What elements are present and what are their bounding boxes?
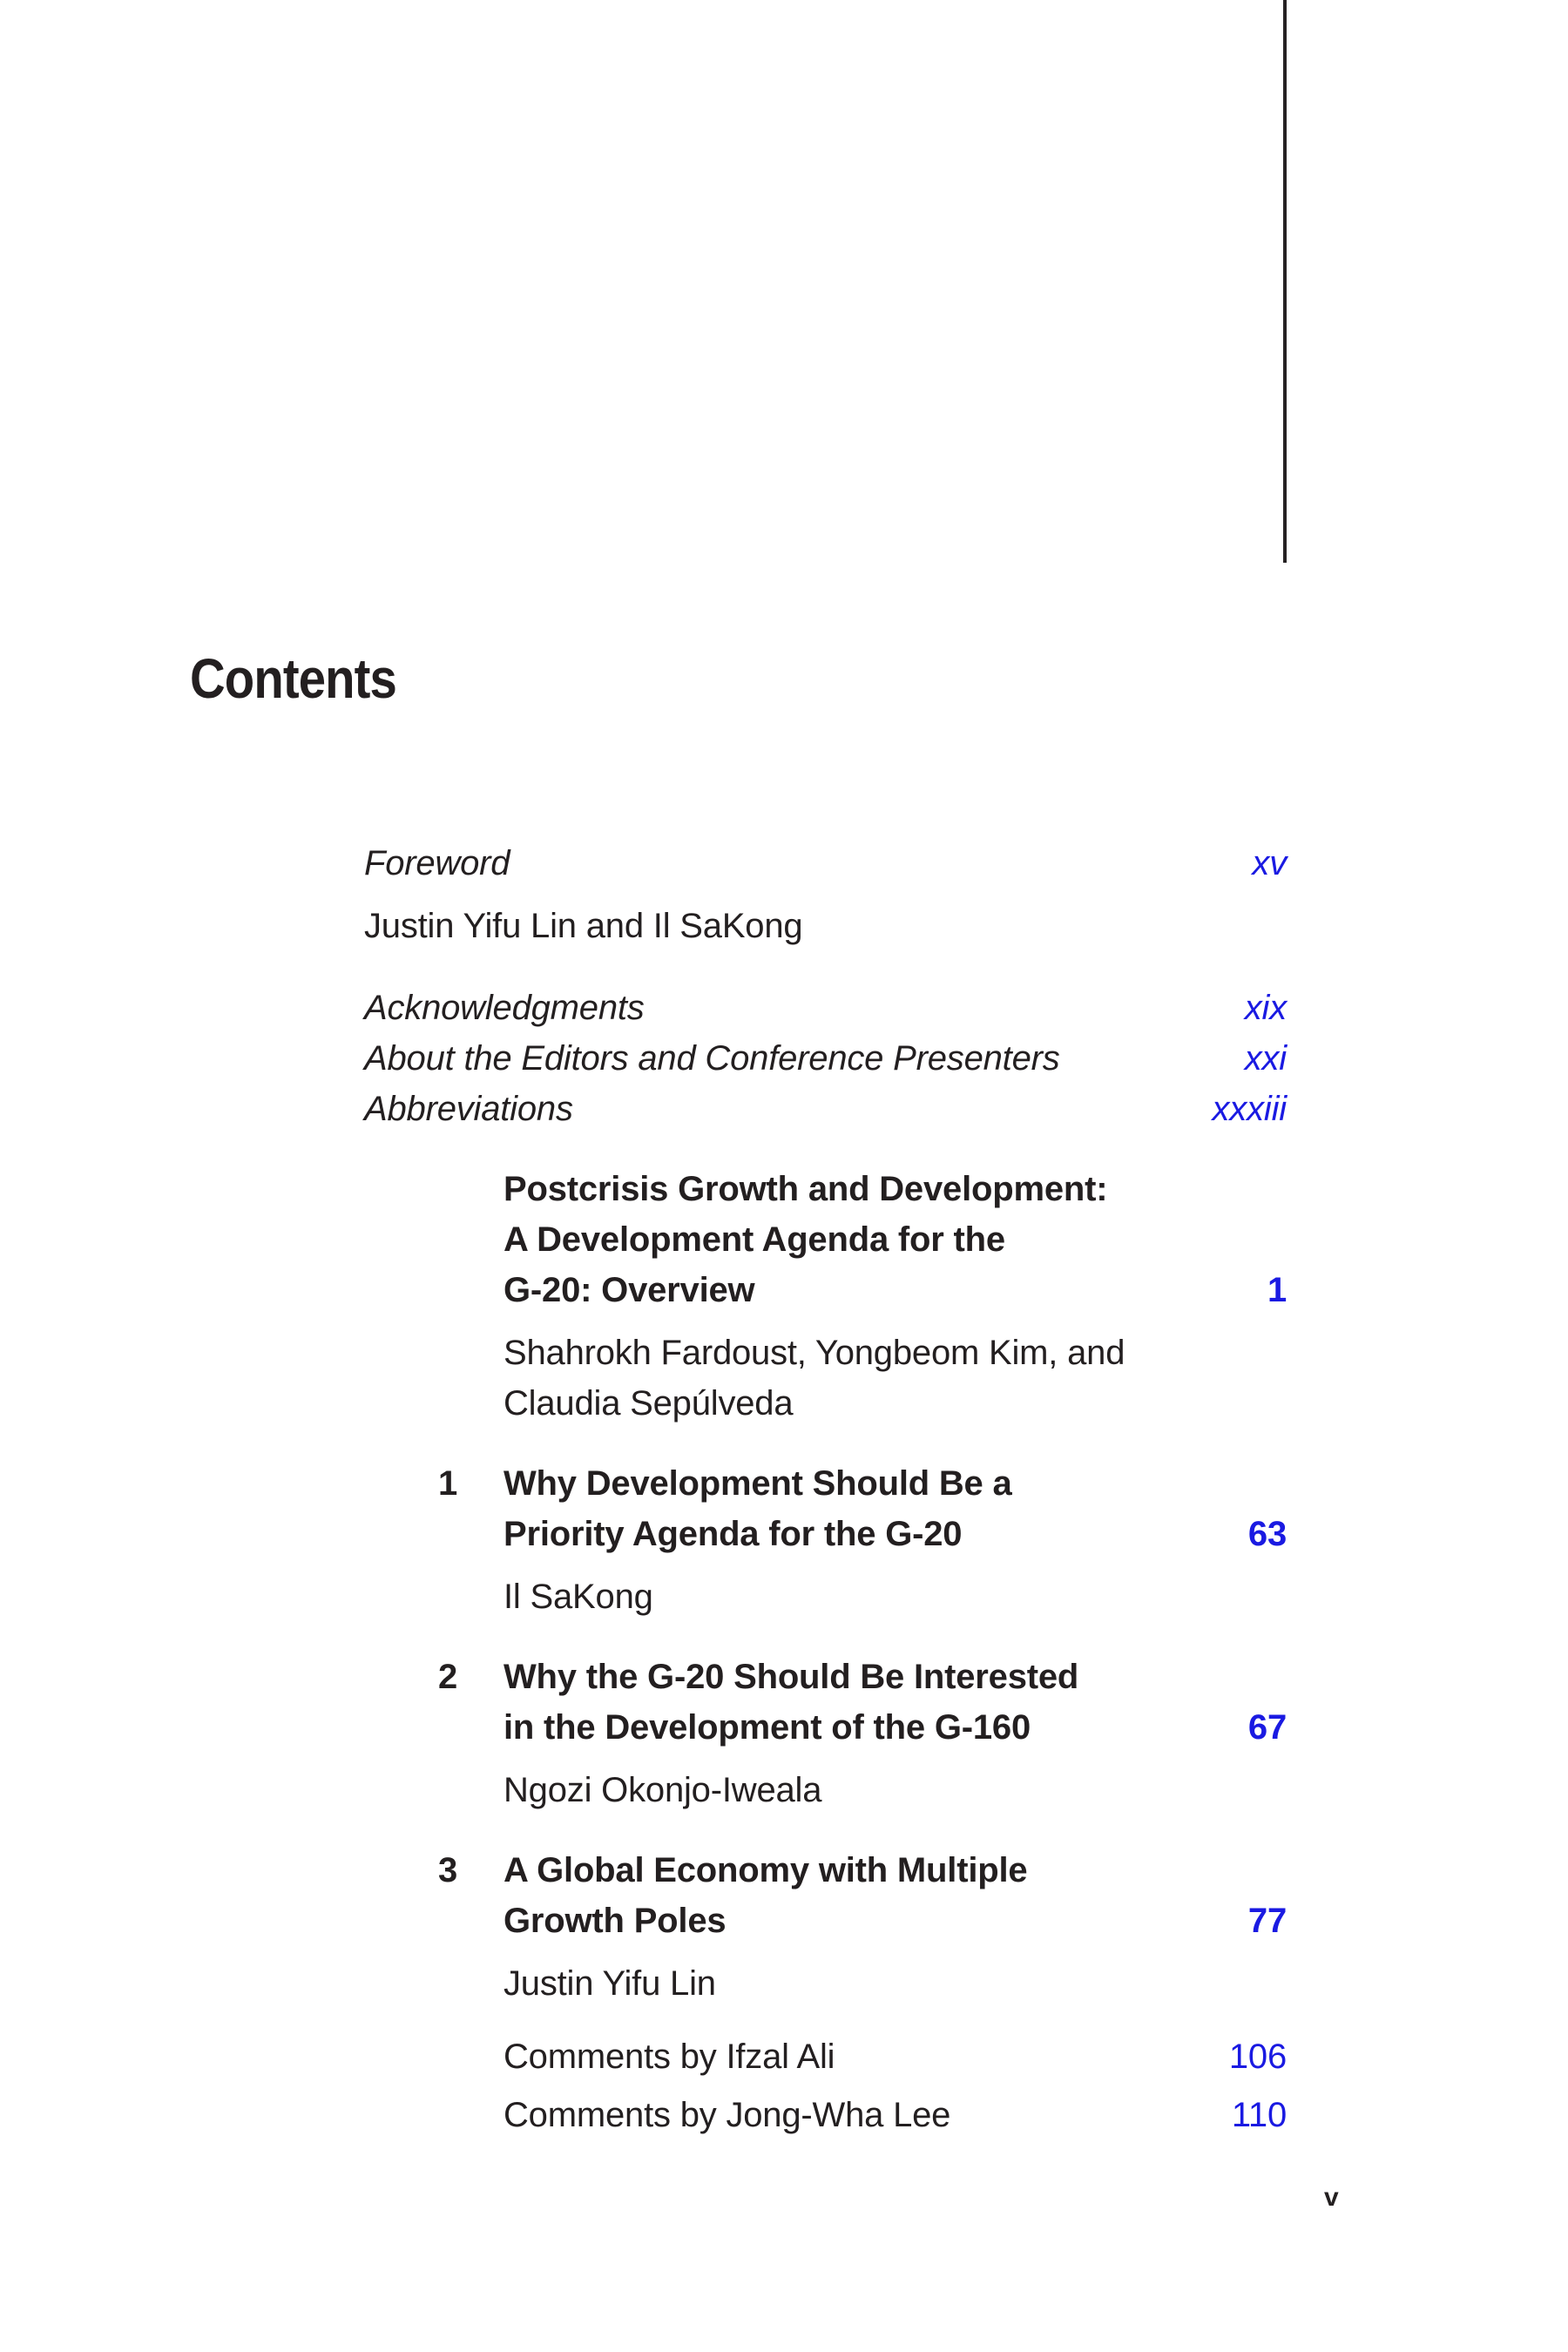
page-folio: v [1324, 2183, 1339, 2212]
toc-entry-chapter-3: 3 A Global Economy with Multiple Growth … [364, 1845, 1287, 1946]
toc-entry-comment-1: Comments by Ifzal Ali 106 [504, 2031, 1287, 2082]
page-title: Contents [190, 647, 397, 710]
title-line: Why the G-20 Should Be Interested [504, 1658, 1079, 1696]
page-number: 63 [1247, 1515, 1287, 1553]
toc-entry-abbreviations: Abbreviations xxxiii [364, 1084, 1287, 1134]
toc-entry-acknowledgments: Acknowledgments xix [364, 983, 1287, 1033]
page-number: 77 [1247, 1902, 1287, 1940]
page-number: xxi [1244, 1039, 1287, 1078]
author-line: Claudia Sepúlveda [504, 1384, 794, 1423]
page-number: 110 [1231, 2096, 1287, 2134]
toc-entry-overview: Postcrisis Growth and Development: A Dev… [364, 1164, 1287, 1315]
front-matter-group: Acknowledgments xix About the Editors an… [364, 983, 1287, 1134]
toc-entry-title: Comments by Ifzal Ali [504, 2038, 835, 2076]
page-number: xix [1244, 989, 1287, 1027]
toc-entry-title: Why the G-20 Should Be Interested in the… [504, 1652, 1248, 1753]
page-number: 1 [1267, 1271, 1287, 1309]
toc-entry-authors: Justin Yifu Lin and Il SaKong [364, 907, 803, 945]
title-line: A Development Agenda for the [504, 1220, 1005, 1259]
toc-entry-chapter-2: 2 Why the G-20 Should Be Interested in t… [364, 1652, 1287, 1753]
table-of-contents: Foreword xv Justin Yifu Lin and Il SaKon… [364, 838, 1287, 2140]
title-line: Priority Agenda for the G-20 [504, 1515, 963, 1553]
toc-entry-title: Why Development Should Be a Priority Age… [504, 1458, 1248, 1559]
title-line: G-20: Overview [504, 1271, 755, 1309]
chapter-number: 3 [438, 1851, 458, 1889]
page-number: xv [1252, 844, 1287, 882]
title-line: Why Development Should Be a [504, 1464, 1012, 1503]
page-number: xxxiii [1212, 1090, 1288, 1128]
page-number: 67 [1247, 1708, 1287, 1747]
title-line: Postcrisis Growth and Development: [504, 1170, 1108, 1208]
toc-entry-comment-2: Comments by Jong-Wha Lee 110 [504, 2090, 1287, 2140]
toc-entry-title: Abbreviations [364, 1090, 573, 1128]
toc-entry-title: Postcrisis Growth and Development: A Dev… [504, 1164, 1267, 1315]
toc-entry-author: Ngozi Okonjo-Iweala [504, 1771, 822, 1809]
toc-entry-foreword: Foreword xv [364, 838, 1287, 889]
toc-entry-title: Comments by Jong-Wha Lee [504, 2096, 951, 2134]
chapter-number: 2 [438, 1658, 458, 1696]
toc-entry-authors: Shahrokh Fardoust, Yongbeom Kim, and Cla… [504, 1328, 1287, 1429]
toc-entry-about-editors: About the Editors and Conference Present… [364, 1033, 1287, 1084]
toc-entry-title: A Global Economy with Multiple Growth Po… [504, 1845, 1248, 1946]
title-line: in the Development of the G-160 [504, 1708, 1031, 1747]
title-line: Growth Poles [504, 1902, 727, 1940]
toc-entry-title: About the Editors and Conference Present… [364, 1039, 1060, 1078]
toc-entry-author: Justin Yifu Lin [504, 1964, 716, 2003]
toc-entry-title: Foreword [364, 844, 510, 882]
toc-entry-author: Il SaKong [504, 1578, 653, 1616]
page-number: 106 [1228, 2038, 1287, 2076]
chapter-number: 1 [438, 1464, 458, 1503]
author-line: Shahrokh Fardoust, Yongbeom Kim, and [504, 1334, 1125, 1372]
title-line: A Global Economy with Multiple [504, 1851, 1028, 1889]
top-right-margin-rule [1283, 0, 1287, 563]
toc-entry-chapter-1: 1 Why Development Should Be a Priority A… [364, 1458, 1287, 1559]
toc-entry-title: Acknowledgments [364, 989, 645, 1027]
